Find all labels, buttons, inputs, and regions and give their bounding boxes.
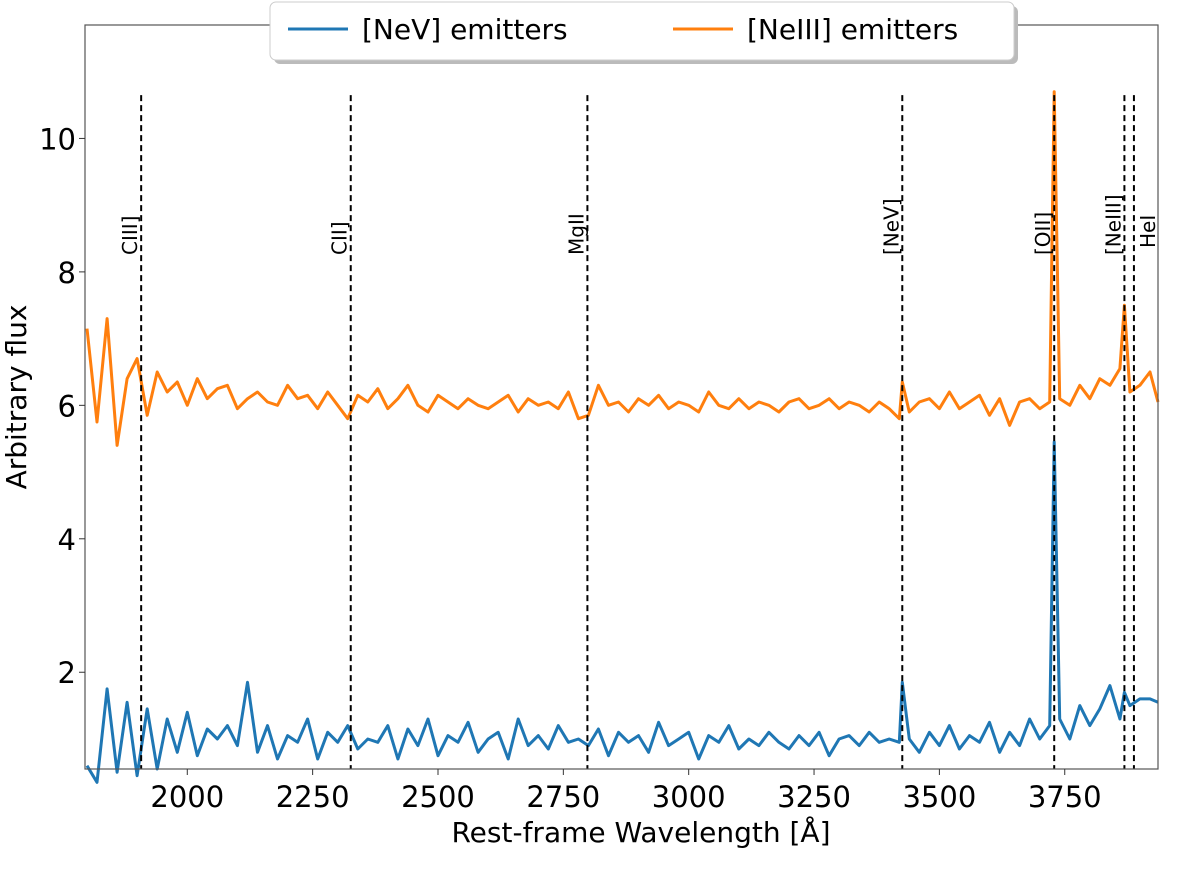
- emission-line-label: [NeV]: [879, 198, 903, 255]
- emission-line-label: CII]: [328, 221, 352, 255]
- legend-box: [269, 1, 1015, 61]
- emission-line-label: CIII]: [118, 216, 142, 255]
- x-tick-label: 2000: [150, 780, 224, 814]
- x-tick-label: 2750: [526, 780, 600, 814]
- legend: [NeV] emitters [NeIII] emitters: [269, 1, 1018, 64]
- y-tick-label: 10: [39, 122, 76, 156]
- plot-frame: [84, 24, 1159, 770]
- series-line-1: [85, 90, 1160, 447]
- legend-label-neiii: [NeIII] emitters: [747, 13, 958, 46]
- y-tick-label: 8: [58, 256, 76, 290]
- emission-line-label: [NeIII]: [1101, 194, 1125, 255]
- y-tick-label: 2: [58, 656, 76, 690]
- y-tick-label: 4: [58, 523, 76, 557]
- x-axis: 2000 2250 2500 2750 3000 3250 3500 3750: [150, 769, 1102, 814]
- x-tick-label: 3250: [777, 780, 851, 814]
- y-tick-label: 6: [58, 389, 76, 423]
- x-tick-label: 2250: [276, 780, 350, 814]
- emission-line-label: MgII: [564, 213, 588, 255]
- emission-line-label: HeI: [1136, 215, 1160, 248]
- y-axis-title: Arbitrary flux: [0, 305, 33, 490]
- x-tick-label: 2500: [401, 780, 475, 814]
- emission-line-label: [OII]: [1031, 212, 1055, 255]
- legend-label-nev: [NeV] emitters: [362, 13, 568, 46]
- series-layer: [85, 90, 1160, 784]
- y-axis: 2 4 6 8 10: [39, 122, 85, 690]
- series-line-0: [85, 440, 1159, 784]
- x-tick-label: 3750: [1028, 780, 1102, 814]
- x-tick-label: 3000: [652, 780, 726, 814]
- x-axis-title: Rest-frame Wavelength [Å]: [451, 815, 830, 849]
- emission-line-markers: CIII] CII] MgII [NeV] [OII] [NeIII] HeI: [118, 95, 1160, 769]
- x-tick-label: 3500: [902, 780, 976, 814]
